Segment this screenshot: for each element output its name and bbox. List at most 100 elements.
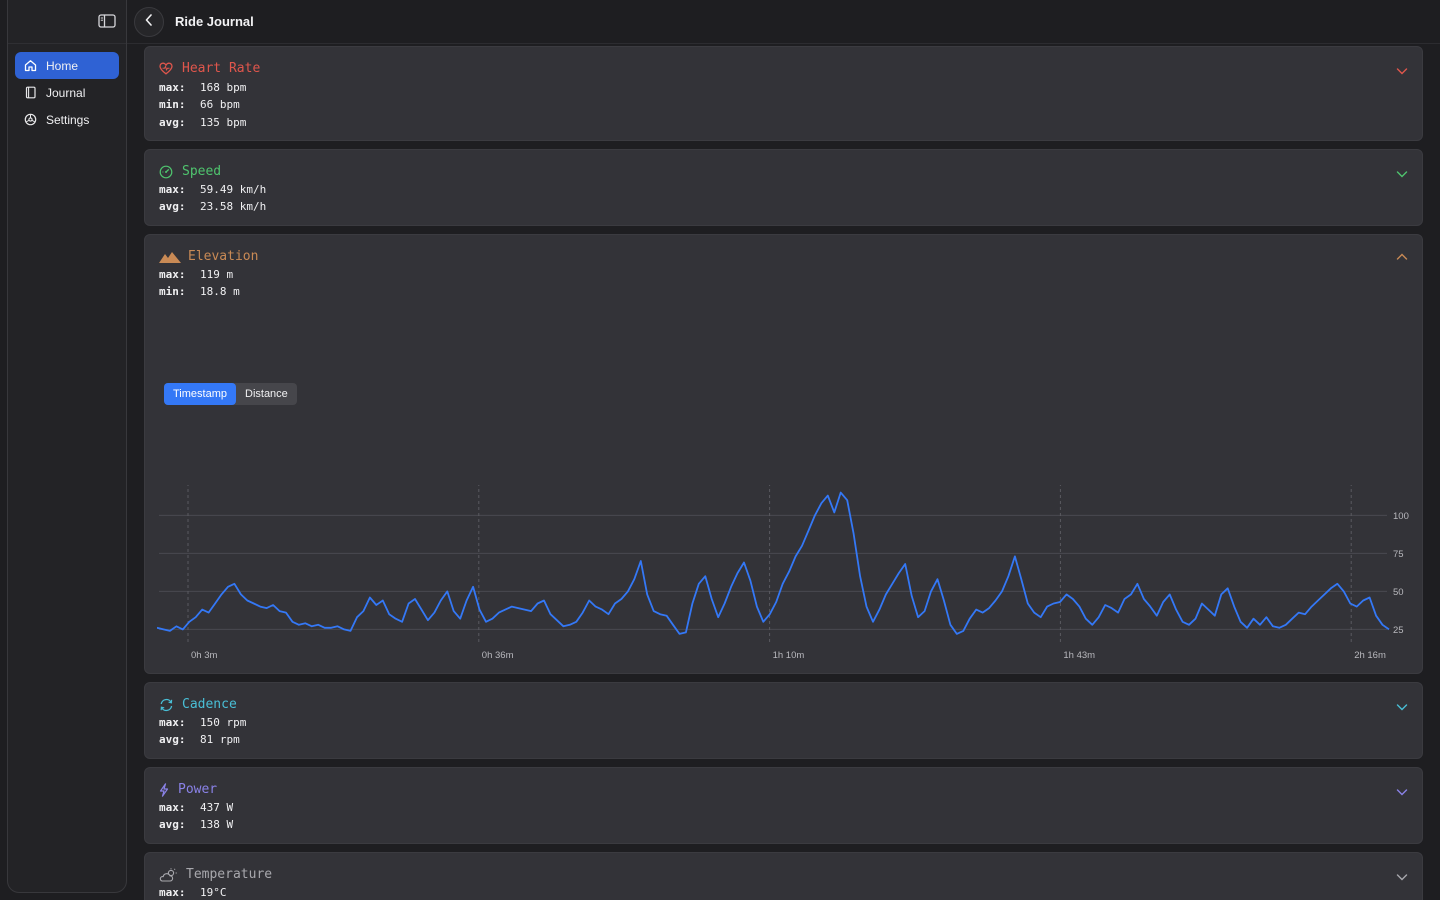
x-tick-label: 1h 43m: [1063, 650, 1095, 661]
sidebar-header: [8, 0, 126, 44]
x-axis-ticks: 0h 3m 0h 36m 1h 10m 1h 43m 2h 16m: [191, 650, 1386, 661]
home-icon: [24, 59, 37, 72]
y-axis-ticks: 25 50 75 100: [1393, 511, 1409, 636]
speed-header[interactable]: Speed: [159, 164, 221, 179]
page-title: Ride Journal: [175, 14, 254, 29]
stat-value: 66 bpm: [200, 98, 240, 112]
speedometer-icon: [159, 165, 175, 179]
speed-stats: max: 59.49 km/h avg: 23.58 km/h: [159, 181, 266, 216]
stat-value: 18.8 m: [200, 285, 240, 299]
elevation-stats: max: 119 m min: 18.8 m: [159, 266, 240, 301]
stat-row: max: 150 rpm: [159, 714, 246, 731]
stat-key: max:: [159, 268, 186, 281]
sidebar-item-settings[interactable]: Settings: [15, 106, 119, 133]
stat-value: 168 bpm: [200, 81, 247, 94]
stat-value: 81 rpm: [200, 733, 240, 747]
stat-row: max: 119 m: [159, 266, 240, 283]
sidebar-nav: Home Journal Settings: [8, 44, 126, 141]
stat-key: min:: [159, 285, 186, 299]
stat-row: max: 437 W: [159, 799, 233, 816]
chevron-down-icon[interactable]: [1396, 167, 1408, 179]
stat-key: avg:: [159, 733, 186, 747]
sidebar-item-label: Home: [46, 58, 79, 73]
heart-rate-card: Heart Rate max: 168 bpm min: 66 bpm avg: 13…: [144, 46, 1423, 141]
stat-value: 59.49 km/h: [200, 183, 267, 196]
elevation-chart: 0h 3m 0h 36m 1h 10m 1h 43m 2h 16m 25 50 75 100: [157, 485, 1409, 661]
sidebar-item-label: Journal: [46, 85, 86, 100]
y-tick-label: 25: [1393, 625, 1404, 636]
stat-row: avg: 138 W: [159, 816, 233, 833]
back-button[interactable]: [134, 7, 164, 37]
stat-value: 135 bpm: [200, 115, 247, 129]
elevation-header[interactable]: Elevation: [159, 249, 258, 264]
power-card: Power max: 437 W avg: 138 W: [144, 767, 1423, 844]
sidebar: Home Journal Settings: [7, 0, 127, 893]
speed-card: Speed max: 59.49 km/h avg: 23.58 km/h: [144, 149, 1423, 226]
stat-value: 437 W: [200, 801, 234, 814]
book-icon: [24, 86, 37, 99]
stat-value: 150 rpm: [200, 716, 247, 729]
mountain-icon: [159, 250, 181, 264]
chevron-down-icon[interactable]: [1396, 870, 1408, 882]
stat-key: avg:: [159, 115, 186, 129]
chevron-down-icon[interactable]: [1396, 700, 1408, 712]
cycle-arrows-icon: [159, 698, 175, 712]
chart-grid: [159, 485, 1387, 642]
temperature-header[interactable]: Temperature: [159, 867, 272, 882]
stat-value: 119 m: [200, 268, 234, 281]
chevron-up-icon[interactable]: [1396, 250, 1408, 262]
x-tick-label: 1h 10m: [773, 650, 805, 661]
speed-title: Speed: [182, 164, 222, 179]
toggle-timestamp[interactable]: Timestamp: [164, 383, 236, 405]
y-tick-label: 100: [1393, 511, 1409, 522]
bolt-icon: [159, 782, 171, 797]
temperature-card: Temperature max: 19°C: [144, 852, 1423, 900]
heart-icon: [159, 62, 175, 76]
stat-row: avg: 23.58 km/h: [159, 198, 266, 215]
chevron-down-icon[interactable]: [1396, 785, 1408, 797]
cadence-title: Cadence: [182, 697, 237, 712]
elevation-title: Elevation: [188, 249, 259, 264]
chevron-down-icon[interactable]: [1396, 64, 1408, 76]
stat-value: 19°C: [200, 886, 227, 899]
x-tick-label: 2h 16m: [1354, 650, 1386, 661]
elevation-series-line: [157, 491, 1390, 635]
heart-rate-title: Heart Rate: [182, 61, 261, 76]
stat-row: avg: 135 bpm: [159, 114, 246, 131]
stat-key: max:: [159, 886, 186, 899]
sidebar-item-journal[interactable]: Journal: [15, 79, 119, 106]
toggle-distance[interactable]: Distance: [245, 388, 288, 400]
chevron-left-icon: [144, 13, 154, 31]
sidebar-item-home[interactable]: Home: [15, 52, 119, 79]
x-axis-mode-toggle: Timestamp Distance: [164, 383, 297, 405]
stat-key: max:: [159, 801, 186, 814]
stat-key: min:: [159, 98, 186, 112]
heart-rate-header[interactable]: Heart Rate: [159, 61, 260, 76]
top-bar: Ride Journal: [127, 0, 1440, 44]
gear-icon: [24, 113, 37, 126]
stat-value: 23.58 km/h: [200, 200, 267, 214]
stat-key: max:: [159, 716, 186, 729]
stat-value: 138 W: [200, 818, 234, 832]
stat-row: max: 19°C: [159, 884, 227, 900]
stat-key: avg:: [159, 818, 186, 832]
cloud-sun-icon: [159, 867, 179, 882]
sidebar-item-label: Settings: [46, 112, 90, 127]
y-tick-label: 75: [1393, 549, 1404, 560]
stat-key: max:: [159, 81, 186, 94]
stat-key: avg:: [159, 200, 186, 214]
cadence-header[interactable]: Cadence: [159, 697, 237, 712]
power-stats: max: 437 W avg: 138 W: [159, 799, 233, 834]
power-title: Power: [178, 782, 218, 797]
stat-key: max:: [159, 183, 186, 196]
temperature-title: Temperature: [186, 867, 273, 882]
cadence-card: Cadence max: 150 rpm avg: 81 rpm: [144, 682, 1423, 759]
sidebar-toggle-icon[interactable]: [98, 13, 116, 29]
stat-row: avg: 81 rpm: [159, 731, 246, 748]
stat-row: max: 168 bpm: [159, 79, 246, 96]
heart-rate-stats: max: 168 bpm min: 66 bpm avg: 135 bpm: [159, 79, 246, 131]
x-tick-label: 0h 3m: [191, 650, 217, 661]
cadence-stats: max: 150 rpm avg: 81 rpm: [159, 714, 246, 749]
power-header[interactable]: Power: [159, 782, 217, 797]
